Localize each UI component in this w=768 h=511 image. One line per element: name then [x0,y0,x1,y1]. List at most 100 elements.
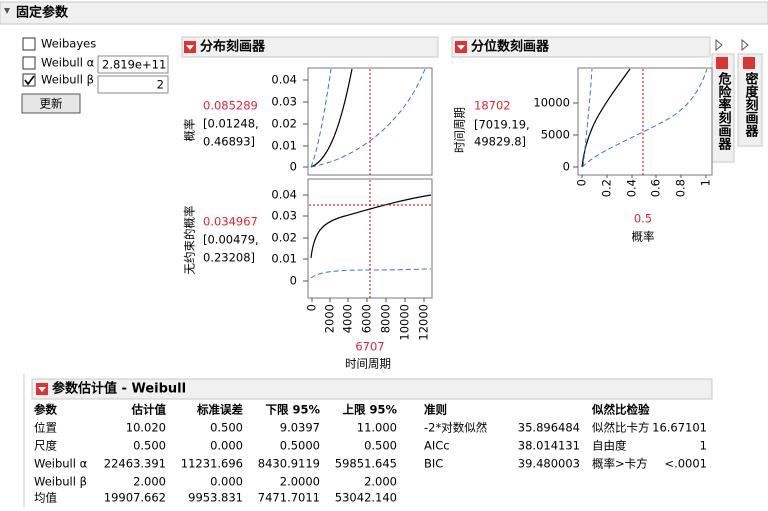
confidence-interval: 49829.8] [474,135,526,149]
y-tick-label: 0 [563,160,570,174]
x-axis-label: 概率 [632,230,655,244]
disclosure-icon[interactable] [715,38,723,52]
y-tick-label: 5000 [541,128,570,142]
section-title: 分位数刻画器 [471,39,550,55]
menu-arrow [38,387,46,392]
ci-curve [581,68,708,168]
x-tick-label: 4000 [341,304,355,333]
table-cell: 38.014131 [518,439,580,453]
option-label: Weibayes [41,37,96,51]
table-cell: 9953.831 [188,491,243,505]
table-cell: <.0001 [664,457,707,471]
current-value: 6707 [355,340,384,354]
y-tick-label: 0.02 [271,117,297,131]
checkbox[interactable] [22,37,36,51]
option-label: Weibull α [41,56,95,70]
x-axis-label: 时间周期 [345,357,391,371]
confidence-interval: 0.23208] [203,251,255,265]
table-cell: 尺度 [34,439,57,453]
text-input[interactable] [97,75,169,94]
y-tick-label: 0.01 [271,139,297,153]
check-mark [24,75,35,86]
table-cell: Weibull β [34,475,87,489]
table-cell: 11231.696 [181,457,243,471]
column-header: 标准误差 [196,403,243,417]
x-tick-label: 0.8 [674,179,688,197]
x-tick-label: 2000 [323,304,337,333]
table-cell: 0.500 [364,439,397,453]
table-cell: 8430.9119 [258,457,320,471]
current-value: 0.085289 [203,99,258,113]
table-cell: 0.500 [133,439,166,453]
button[interactable] [21,93,81,114]
current-value: 0.5 [634,212,652,226]
table-cell: 0.000 [210,475,243,489]
confidence-interval: [0.01248, [203,117,259,131]
table-cell: 概率>卡方 [592,457,648,471]
y-tick-label: 0 [290,160,297,174]
table-cell: 39.480003 [518,457,580,471]
menu-icon[interactable] [716,57,728,69]
section-header [737,53,763,147]
curve [581,68,631,168]
x-tick-label: 12000 [417,304,431,341]
y-axis-label: 概率 [183,119,197,142]
section-header [451,36,711,58]
current-value: 18702 [474,99,511,113]
menu-icon[interactable] [743,57,755,69]
header-bar [0,1,768,25]
table-cell: 11.000 [357,421,397,435]
table-cell: 1 [700,439,707,453]
section-header [181,36,439,58]
input-value: 2.819e+11 [102,58,166,72]
y-tick-label: 0 [290,274,297,288]
table-cell: 16.67101 [652,421,707,435]
y-tick-label: 0.03 [271,209,297,223]
table-cell: BIC [424,457,443,471]
confidence-interval: [7019.19, [474,118,530,132]
x-tick-label: 1 [699,179,713,186]
confidence-interval: [0.00479, [203,233,259,247]
y-axis-label: 时间周期 [453,107,467,153]
checkbox[interactable] [22,56,36,70]
x-tick-label: 8000 [379,304,393,333]
table-cell: 2.0000 [280,475,320,489]
x-tick-label: 0 [575,179,589,186]
section-title: 分布刻画器 [200,39,266,55]
menu-arrow [457,45,465,50]
button-label: 更新 [40,97,63,111]
y-tick-label: 0.04 [271,73,297,87]
table-cell: 2.000 [364,475,397,489]
disclosure-icon[interactable] [4,8,10,14]
table-cell: 9.0397 [280,421,320,435]
y-tick-label: 0.03 [271,95,297,109]
ci-curve [310,68,332,168]
curve [310,194,432,259]
disclosure-icon[interactable] [741,38,749,52]
checkbox[interactable] [22,73,36,87]
column-header: 参数 [33,403,57,417]
ci-curve [582,68,593,168]
x-tick-label: 0.6 [649,179,663,197]
table-cell: 19907.662 [104,491,166,505]
x-tick-label: 0.2 [600,179,614,197]
table-cell: 10.020 [126,421,166,435]
table-cell: AICc [424,439,450,453]
table-cell: Weibull α [34,457,88,471]
y-tick-label: 0.04 [271,188,297,202]
column-header: 估计值 [131,403,167,417]
column-header: 上限 95% [342,403,397,417]
title: 固定参数 [16,5,69,21]
table-cell: 7471.7011 [258,491,320,505]
table-cell: 59851.645 [335,457,397,471]
plot-frame [577,67,713,176]
text-input[interactable] [97,55,169,74]
curve [310,68,353,168]
y-tick-label: 0.02 [271,231,297,245]
table-cell: 均值 [34,491,57,505]
y-axis-label: 无约束的概率 [183,206,197,275]
column-header: 下限 95% [265,403,320,417]
table-cell: 0.000 [210,439,243,453]
